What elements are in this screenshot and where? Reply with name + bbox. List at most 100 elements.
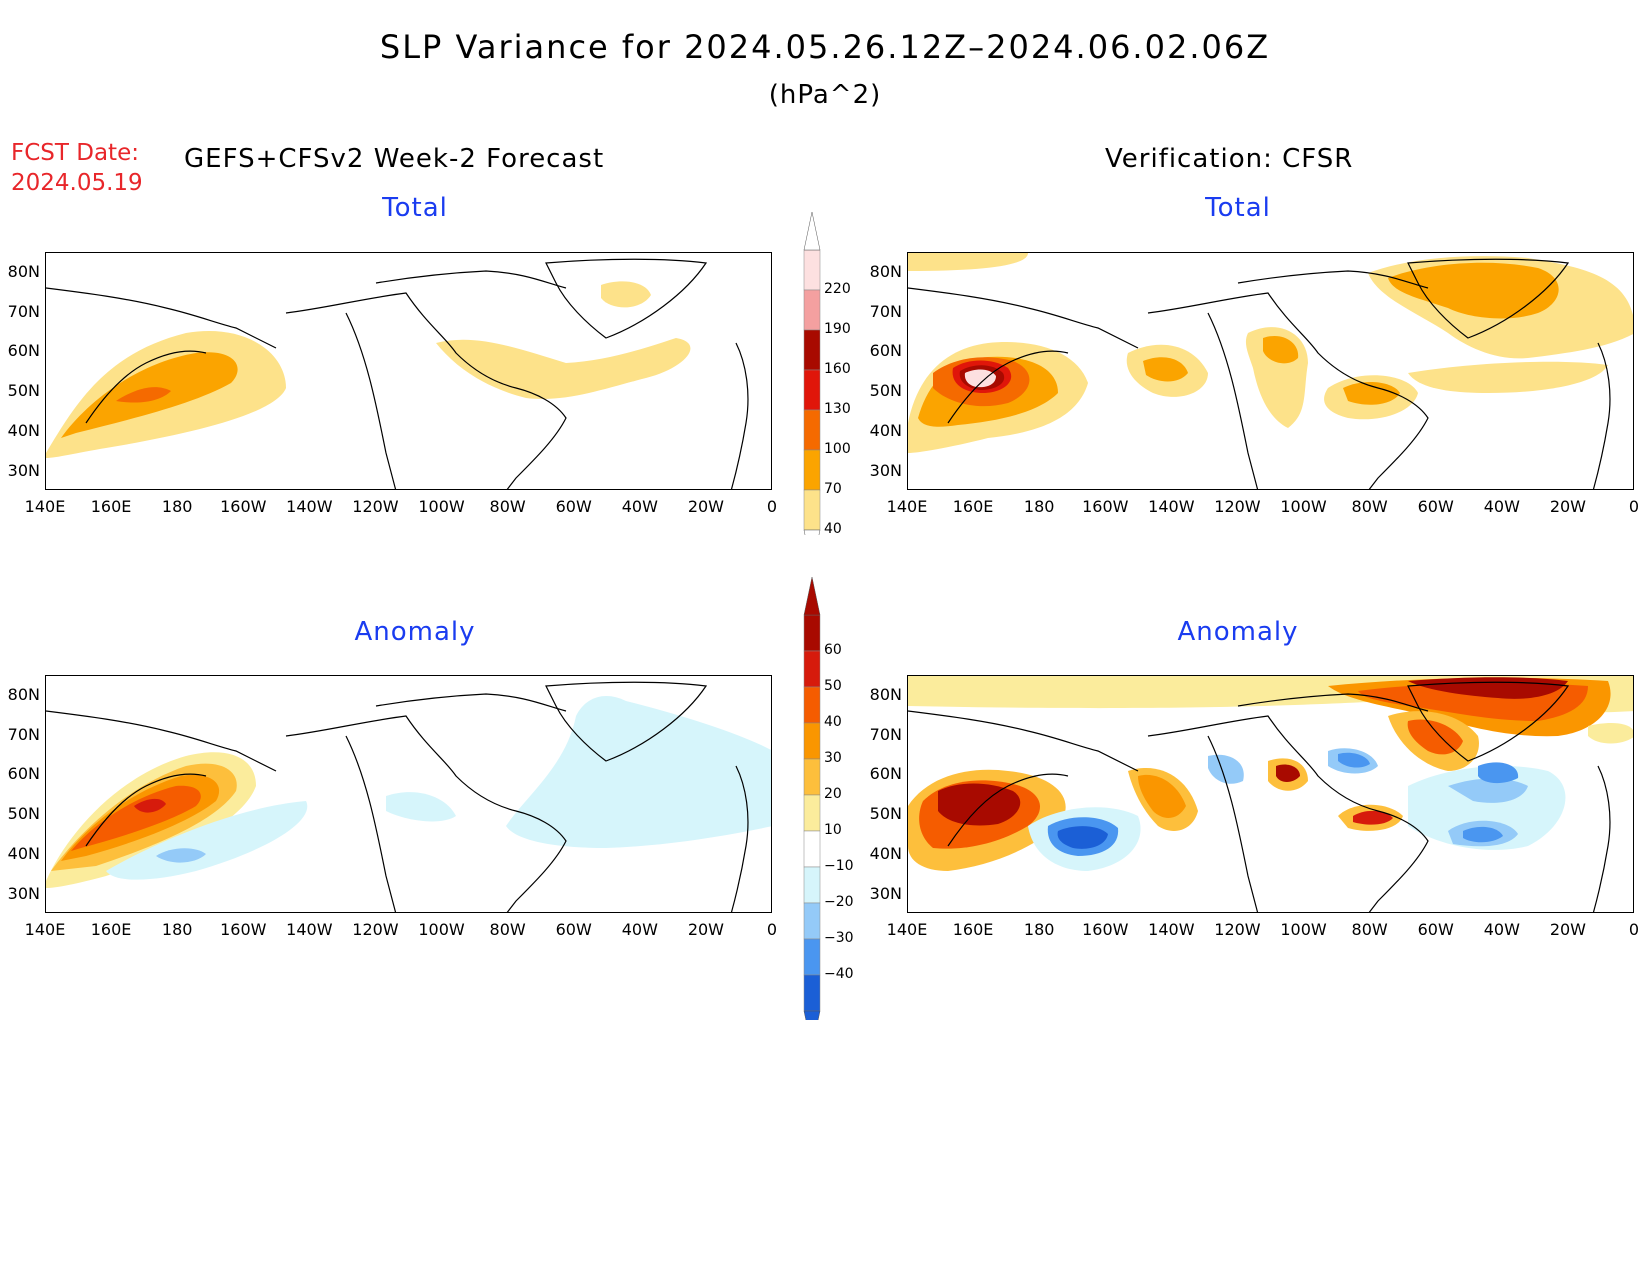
colorbar-segment xyxy=(803,614,821,652)
colorbar-label: 10 xyxy=(824,822,842,838)
lat-label: 80N xyxy=(869,262,902,281)
lon-label: 160W xyxy=(220,920,267,939)
contour-fill xyxy=(1143,357,1188,382)
shading-group xyxy=(908,676,1633,871)
colorbar-arrow-top xyxy=(803,211,821,251)
contour-fill xyxy=(156,848,206,863)
colorbar-label: 190 xyxy=(824,321,851,337)
contour-fill xyxy=(1478,762,1519,784)
lon-label: 80W xyxy=(489,920,526,939)
lat-label: 70N xyxy=(7,302,40,321)
colorbar-label: 70 xyxy=(824,481,842,497)
lat-label: 60N xyxy=(7,341,40,360)
contour-fill xyxy=(1338,752,1370,768)
lon-label: 140W xyxy=(286,920,333,939)
lon-label: 160E xyxy=(90,920,132,939)
contour-fill xyxy=(1353,810,1393,825)
colorbar-label: 160 xyxy=(824,361,851,377)
lon-label: 160W xyxy=(1082,497,1129,516)
lat-label: 80N xyxy=(869,685,902,704)
colorbar-label: 50 xyxy=(824,678,842,694)
lon-axis: 140E 160E 180 160W 140W 120W 100W 80W 60W 40W 20W 0 xyxy=(0,497,800,519)
forecast-source-label: GEFS+CFSv2 Week-2 Forecast xyxy=(184,144,605,174)
lon-label: 160W xyxy=(1082,920,1129,939)
lat-label: 40N xyxy=(7,844,40,863)
colorbar-segment xyxy=(803,866,821,904)
lon-label: 60W xyxy=(555,920,592,939)
contour-fill xyxy=(1588,723,1633,744)
forecast-anomaly-map xyxy=(45,675,772,913)
lon-label: 80W xyxy=(489,497,526,516)
lon-label: 60W xyxy=(1417,497,1454,516)
colorbar-label: −30 xyxy=(824,930,854,946)
lat-label: 40N xyxy=(7,421,40,440)
lat-label: 70N xyxy=(869,725,902,744)
shading-group xyxy=(908,253,1633,453)
verification-anomaly-map xyxy=(907,675,1634,913)
lon-label: 100W xyxy=(418,920,465,939)
colorbar-label: −10 xyxy=(824,858,854,874)
lon-label: 100W xyxy=(1280,920,1327,939)
coastlines xyxy=(46,258,749,489)
colorbar-segment xyxy=(803,449,821,491)
colorbar-label: 40 xyxy=(824,714,842,730)
colorbar-segment xyxy=(803,489,821,531)
lon-label: 100W xyxy=(1280,497,1327,516)
lon-label: 140E xyxy=(24,920,66,939)
colorbar-segment xyxy=(803,650,821,688)
colorbar-segment xyxy=(803,830,821,868)
colorbar-label: 220 xyxy=(824,281,851,297)
fcst-date-value: 2024.05.19 xyxy=(11,170,143,196)
colorbar-arrow-top xyxy=(803,576,821,616)
shading-group xyxy=(46,696,771,888)
coastlines xyxy=(908,258,1611,489)
colorbar-segment xyxy=(803,794,821,832)
colorbar-label: 130 xyxy=(824,401,851,417)
lon-label: 160E xyxy=(952,920,994,939)
lon-label: 160W xyxy=(220,497,267,516)
lon-label: 60W xyxy=(1417,920,1454,939)
forecast-total-map xyxy=(45,252,772,490)
lat-label: 80N xyxy=(7,262,40,281)
lon-label: 20W xyxy=(687,920,724,939)
contour-fill xyxy=(1208,754,1244,784)
lon-label: 40W xyxy=(621,497,658,516)
colorbar-segment xyxy=(803,289,821,331)
lon-label: 0 xyxy=(766,920,778,939)
verification-total-map xyxy=(907,252,1634,490)
lon-label: 20W xyxy=(687,497,724,516)
contour-fill xyxy=(1276,764,1300,782)
lon-label: 140W xyxy=(286,497,333,516)
lon-label: 180 xyxy=(161,920,193,939)
lon-label: 40W xyxy=(621,920,658,939)
lon-label: 140W xyxy=(1148,920,1195,939)
contour-fill xyxy=(908,253,1028,271)
colorbar-segment xyxy=(803,902,821,940)
lat-label: 50N xyxy=(7,804,40,823)
colorbar-segment xyxy=(803,938,821,976)
contour-fill xyxy=(601,281,651,308)
lon-label: 80W xyxy=(1351,920,1388,939)
verification-source-label: Verification: CFSR xyxy=(1105,144,1354,174)
lon-label: 0 xyxy=(1628,497,1640,516)
lon-label: 120W xyxy=(352,497,399,516)
lon-label: 160E xyxy=(952,497,994,516)
contour-fill xyxy=(938,783,1021,826)
colorbar-arrow-bottom xyxy=(803,1010,821,1020)
colorbar-segment xyxy=(803,369,821,411)
lon-label: 20W xyxy=(1549,920,1586,939)
lat-label: 30N xyxy=(869,884,902,903)
lat-label: 30N xyxy=(7,461,40,480)
forecast-total-title: Total xyxy=(382,193,448,223)
lon-label: 180 xyxy=(1023,497,1055,516)
colorbar-label: 40 xyxy=(824,521,842,537)
lon-label: 0 xyxy=(766,497,778,516)
contour-fill xyxy=(386,792,456,822)
contour-fill xyxy=(106,801,308,880)
contour-fill xyxy=(1408,361,1608,393)
lon-axis: 140E 160E 180 160W 140W 120W 100W 80W 60W 40W 20W 0 xyxy=(0,920,800,942)
contour-fill xyxy=(134,798,166,813)
coastlines xyxy=(46,681,749,912)
lat-label: 60N xyxy=(869,764,902,783)
colorbar-label: −20 xyxy=(824,894,854,910)
